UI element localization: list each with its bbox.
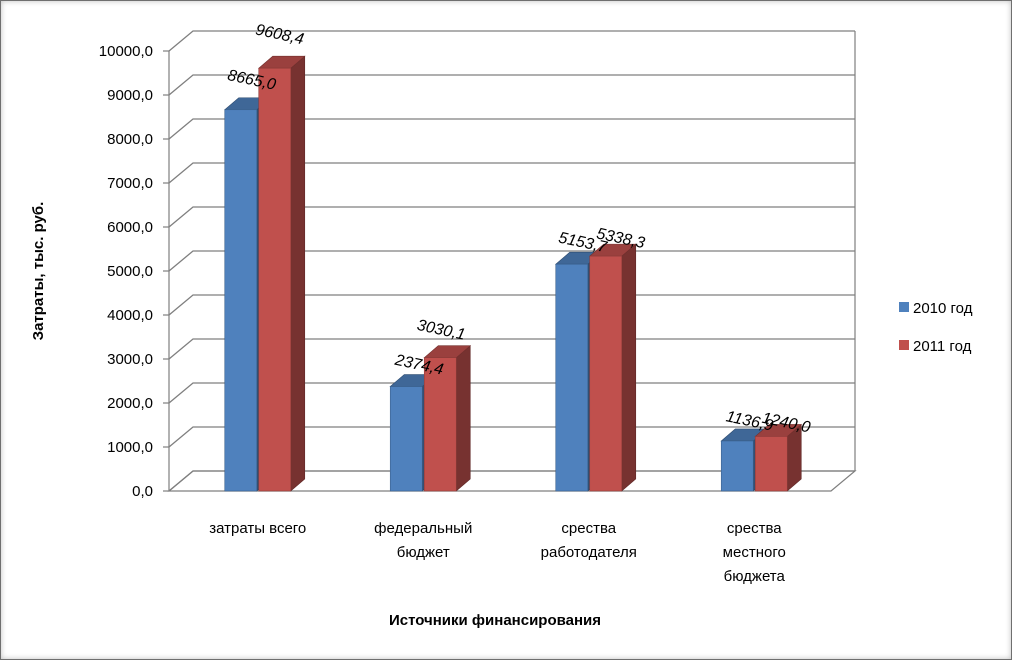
- bar: [423, 345, 472, 492]
- bar-front: [555, 263, 589, 492]
- legend-item: 2010 год: [899, 300, 973, 317]
- y-tick-label: 10000,0: [99, 43, 153, 60]
- x-tick-label: срества местного бюджета: [723, 520, 786, 585]
- bar-front: [589, 255, 623, 492]
- y-tick-label: 1000,0: [107, 439, 153, 456]
- y-axis-ticks: 0,0 1000,0 2000,0 3000,0 4000,0 5000,0 6000,0 7…: [99, 43, 153, 500]
- legend: 2010 год 2011 год: [899, 300, 973, 355]
- bar: [257, 55, 306, 492]
- x-tick-label: срества работодателя: [541, 520, 637, 561]
- y-tick-label: 0,0: [132, 483, 153, 500]
- y-tick-label: 4000,0: [107, 307, 153, 324]
- bar-front: [258, 67, 292, 492]
- legend-label: 2010 год: [913, 300, 973, 317]
- y-tick-label: 7000,0: [107, 175, 153, 192]
- bar-front: [389, 386, 423, 492]
- x-tick-label: федеральный бюджет: [374, 520, 472, 561]
- bar-side: [290, 55, 306, 492]
- bar: [754, 423, 803, 492]
- bar: [588, 243, 637, 492]
- gridline: [168, 206, 855, 228]
- x-axis-title: Источники финансирования: [389, 612, 601, 629]
- bar-front: [754, 436, 788, 492]
- y-axis-title: Затраты, тыс. руб.: [30, 202, 47, 341]
- bar-side: [621, 243, 637, 492]
- bars: [223, 55, 803, 492]
- x-axis-categories: затраты всего федеральный бюджет срества раб…: [209, 520, 786, 585]
- gridline: [168, 162, 855, 184]
- y-tick-label: 9000,0: [107, 87, 153, 104]
- legend-item: 2011 год: [899, 338, 972, 355]
- legend-swatch: [899, 302, 909, 312]
- bar-front: [224, 109, 258, 492]
- legend-swatch: [899, 340, 909, 350]
- legend-label: 2011 год: [913, 338, 972, 355]
- x-tick-label: затраты всего: [209, 520, 306, 537]
- y-tick-label: 5000,0: [107, 263, 153, 280]
- bar-front: [423, 357, 457, 492]
- gridline: [168, 74, 855, 96]
- y-tick-label: 3000,0: [107, 351, 153, 368]
- bar-side: [455, 345, 471, 492]
- gridline: [168, 118, 855, 140]
- bar-front: [720, 440, 754, 492]
- y-tick-label: 6000,0: [107, 219, 153, 236]
- gridline: [168, 30, 855, 52]
- y-tick-label: 2000,0: [107, 395, 153, 412]
- y-tick-label: 8000,0: [107, 131, 153, 148]
